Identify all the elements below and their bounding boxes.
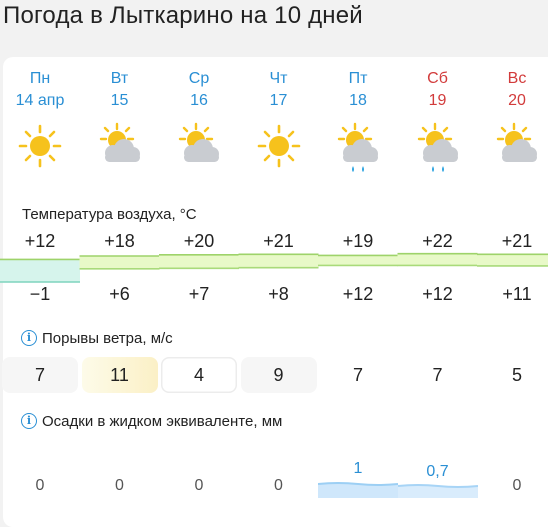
day-name[interactable]: Пн (29, 70, 51, 87)
day-name[interactable]: Ср (188, 70, 210, 87)
temp-max: +21 (501, 231, 533, 251)
precip-bar-fri (318, 483, 398, 498)
info-icon[interactable]: i (21, 330, 37, 346)
day-name[interactable]: Чт (269, 70, 288, 87)
temperature-band (79, 255, 160, 269)
partly-cloudy-icon (174, 120, 224, 176)
temperature-label: Температура воздуха, °С (22, 206, 197, 223)
partly-cloudy-icon (95, 120, 145, 176)
temp-max: +19 (342, 231, 374, 251)
day-date[interactable]: 20 (508, 92, 526, 109)
day-name[interactable]: Вт (110, 70, 129, 87)
precip-bar-sat (398, 485, 478, 498)
day-date[interactable]: 19 (428, 92, 447, 109)
wind-gust-value: 4 (161, 357, 237, 393)
wind-gust-value: 5 (511, 365, 522, 385)
temperature-band (238, 254, 319, 268)
temp-max: +12 (24, 231, 56, 251)
sun-icon (254, 120, 304, 176)
temp-min: +12 (422, 284, 453, 304)
precipitation-value: 0 (274, 477, 283, 494)
info-icon[interactable]: i (21, 413, 37, 429)
temp-min: −1 (29, 284, 51, 304)
wind-gust-value: 7 (352, 365, 363, 385)
temp-min: +12 (342, 284, 374, 304)
temp-max: +21 (263, 231, 294, 251)
day-date[interactable]: 15 (110, 92, 129, 109)
temp-max: +22 (422, 231, 453, 251)
page-title: Погода в Лыткарино на 10 дней (3, 2, 363, 29)
precipitation-bars (318, 482, 478, 498)
temperature-band (0, 259, 80, 282)
precipitation-value: 0,7 (426, 463, 449, 480)
temp-min: +8 (268, 284, 289, 304)
precipitation-value: 0 (512, 477, 522, 494)
temperature-band (397, 253, 478, 266)
temp-max: +20 (183, 231, 215, 251)
day-name[interactable]: Сб (427, 70, 448, 87)
partly-cloudy-icon (492, 120, 542, 176)
wind-gust-value: 7 (432, 365, 443, 385)
day-name[interactable]: Пт (348, 70, 368, 87)
wind-label: Порывы ветра, м/с (42, 330, 173, 347)
day-date[interactable]: 18 (349, 92, 367, 109)
temp-min: +7 (188, 284, 210, 304)
temperature-chart (0, 252, 548, 283)
temp-min: +11 (502, 284, 532, 304)
temperature-band (318, 255, 398, 266)
precipitation-value: 0 (35, 477, 45, 494)
partly-cloudy-rain-icon (333, 120, 383, 176)
day-name[interactable]: Вс (507, 70, 527, 87)
partly-cloudy-rain-icon (413, 120, 463, 176)
temp-min: +6 (109, 284, 130, 304)
temperature-band (477, 254, 548, 266)
precipitation-value: 1 (353, 460, 363, 477)
precipitation-value: 0 (115, 477, 124, 494)
sun-icon (15, 120, 65, 176)
precipitation-value: 0 (194, 477, 204, 494)
day-date[interactable]: 16 (190, 92, 208, 109)
day-date[interactable]: 14 апр (15, 92, 65, 109)
temperature-band (159, 254, 239, 269)
temp-max: +18 (104, 231, 135, 251)
forecast-card (3, 57, 548, 527)
precip-label: Осадки в жидком эквиваленте, мм (42, 413, 283, 430)
wind-gust-value: 9 (240, 357, 317, 393)
wind-gust-value: 7 (2, 357, 78, 393)
day-date[interactable]: 17 (269, 92, 288, 109)
wind-gust-value: 11 (81, 357, 158, 393)
